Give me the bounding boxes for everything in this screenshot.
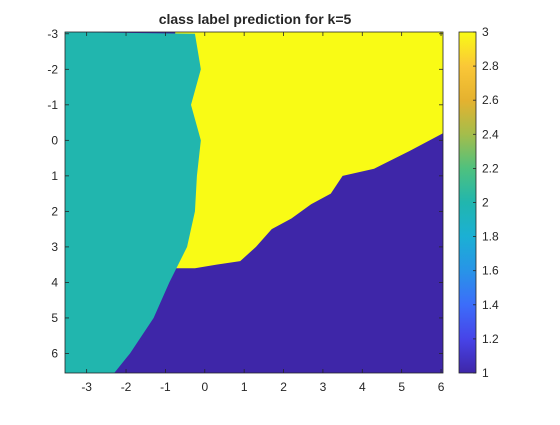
colorbar-tick-label: 1.2 bbox=[482, 332, 499, 346]
colorbar-tick-label: 1.4 bbox=[482, 298, 499, 312]
x-tick-label: 6 bbox=[438, 380, 445, 394]
x-tick-label: 3 bbox=[320, 380, 327, 394]
x-tick-label: 1 bbox=[241, 380, 248, 394]
x-tick-label: 5 bbox=[398, 380, 405, 394]
colorbar-tick-label: 2.4 bbox=[482, 127, 499, 141]
region-class-3 bbox=[175, 32, 443, 269]
y-tick-label: 5 bbox=[51, 311, 58, 325]
y-tick-label: 0 bbox=[51, 133, 58, 147]
region-class-2 bbox=[65, 32, 201, 373]
x-tick-label: -3 bbox=[81, 380, 92, 394]
colorbar: 1 1.2 1.4 1.6 1.8 2 2.2 2.4 2.6 2.8 3 bbox=[458, 25, 499, 380]
y-tick-label: 3 bbox=[51, 240, 58, 254]
x-tick-label: 0 bbox=[201, 380, 208, 394]
y-tick-label: 1 bbox=[51, 169, 58, 183]
x-tick-label: 2 bbox=[280, 380, 287, 394]
colorbar-tick-label: 2.8 bbox=[482, 59, 499, 73]
y-tick-label: 6 bbox=[51, 346, 58, 360]
y-tick-label: -1 bbox=[47, 98, 58, 112]
plot-area: -3 -2 -1 0 1 2 3 4 5 6 -3 -2 -1 0 1 2 3 4 5 6 bbox=[47, 27, 444, 394]
colorbar-tick-label: 2 bbox=[482, 196, 489, 210]
x-tick-label: 4 bbox=[359, 380, 366, 394]
chart-title: class label prediction for k=5 bbox=[159, 11, 352, 27]
x-tick-label: -2 bbox=[121, 380, 132, 394]
colorbar-tick-label: 1.8 bbox=[482, 230, 499, 244]
colorbar-tick-label: 1.6 bbox=[482, 264, 499, 278]
y-tick-label: -3 bbox=[47, 27, 58, 41]
plot-frame bbox=[64, 31, 444, 374]
y-tick-label: 4 bbox=[51, 275, 58, 289]
colorbar-tick-label: 1 bbox=[482, 366, 489, 380]
y-tick-label: 2 bbox=[51, 204, 58, 218]
colorbar-tick-label: 2.2 bbox=[482, 161, 499, 175]
x-tick-label: -1 bbox=[160, 380, 171, 394]
y-tick-label: -2 bbox=[47, 62, 58, 76]
colorbar-tick-label: 2.6 bbox=[482, 93, 499, 107]
colorbar-tick-label: 3 bbox=[482, 25, 489, 39]
